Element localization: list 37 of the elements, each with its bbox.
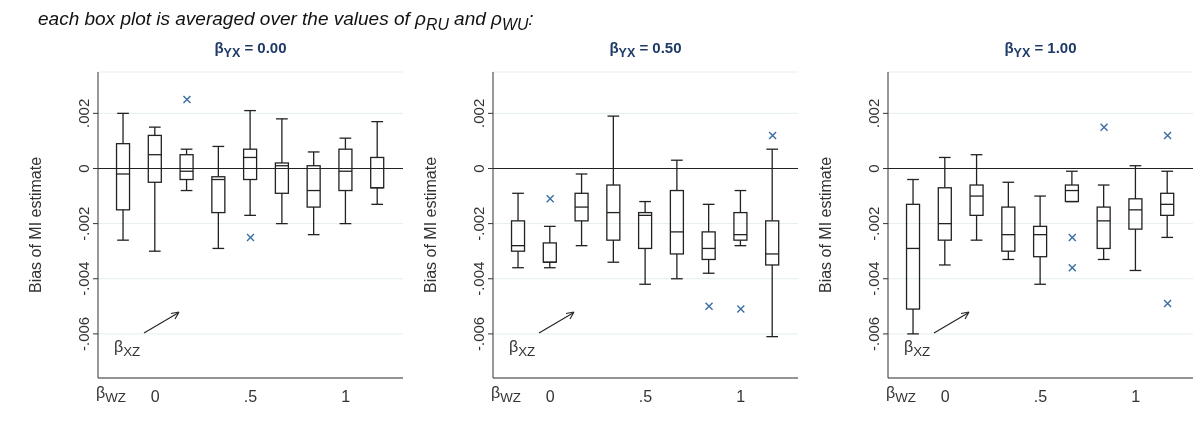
x-tick-label: .5 — [243, 388, 258, 405]
y-tick-label: .002 — [865, 98, 882, 128]
x-tick-label: 1 — [1131, 388, 1141, 405]
y-tick-label: 0 — [470, 164, 487, 173]
x-axis-title: β$_{WZ}$ — [96, 384, 126, 406]
y-axis-title: Bias of MI estimate — [27, 156, 44, 294]
x-tick-label: 0 — [940, 388, 950, 405]
y-tick-label: -.004 — [470, 261, 487, 296]
x-tick-label: 1 — [736, 388, 746, 405]
y-axis-title: Bias of MI estimate — [817, 156, 834, 294]
y-tick-label: -.002 — [865, 206, 882, 241]
x-tick-label: 0 — [545, 388, 555, 405]
x-tick-label: 1 — [341, 388, 351, 405]
y-tick-label: 0 — [75, 164, 92, 173]
y-tick-label: -.002 — [470, 206, 487, 241]
x-tick-label: 0 — [150, 388, 160, 405]
annotation: β$_{XZ}$ — [509, 338, 536, 360]
y-tick-label: .002 — [470, 98, 487, 128]
annotation: β$_{XZ}$ — [904, 338, 931, 360]
y-tick-label: -.002 — [75, 206, 92, 241]
y-axis-title: Bias of MI estimate — [422, 156, 439, 294]
y-tick-label: -.006 — [470, 316, 487, 351]
y-tick-label: .002 — [75, 98, 92, 128]
chart-title: β$_{YX}$ = 0.50 — [609, 39, 682, 60]
x-tick-label: .5 — [1033, 388, 1048, 405]
chart-subtitle: each box plot is averaged over the values of ρ$_{RU}$ and ρ$_{WU}$: — [38, 8, 534, 33]
y-tick-label: -.006 — [865, 316, 882, 351]
chart-title: β$_{YX}$ = 1.00 — [1004, 39, 1077, 60]
chart-title: β$_{YX}$ = 0.00 — [214, 39, 287, 60]
y-tick-label: -.004 — [75, 261, 92, 296]
y-tick-label: -.004 — [865, 261, 882, 296]
x-axis-title: β$_{WZ}$ — [886, 384, 916, 406]
x-axis-title: β$_{WZ}$ — [491, 384, 521, 406]
annotation: β$_{XZ}$ — [114, 338, 141, 360]
y-tick-label: -.006 — [75, 316, 92, 351]
x-tick-label: .5 — [638, 388, 653, 405]
y-tick-label: 0 — [865, 164, 882, 173]
